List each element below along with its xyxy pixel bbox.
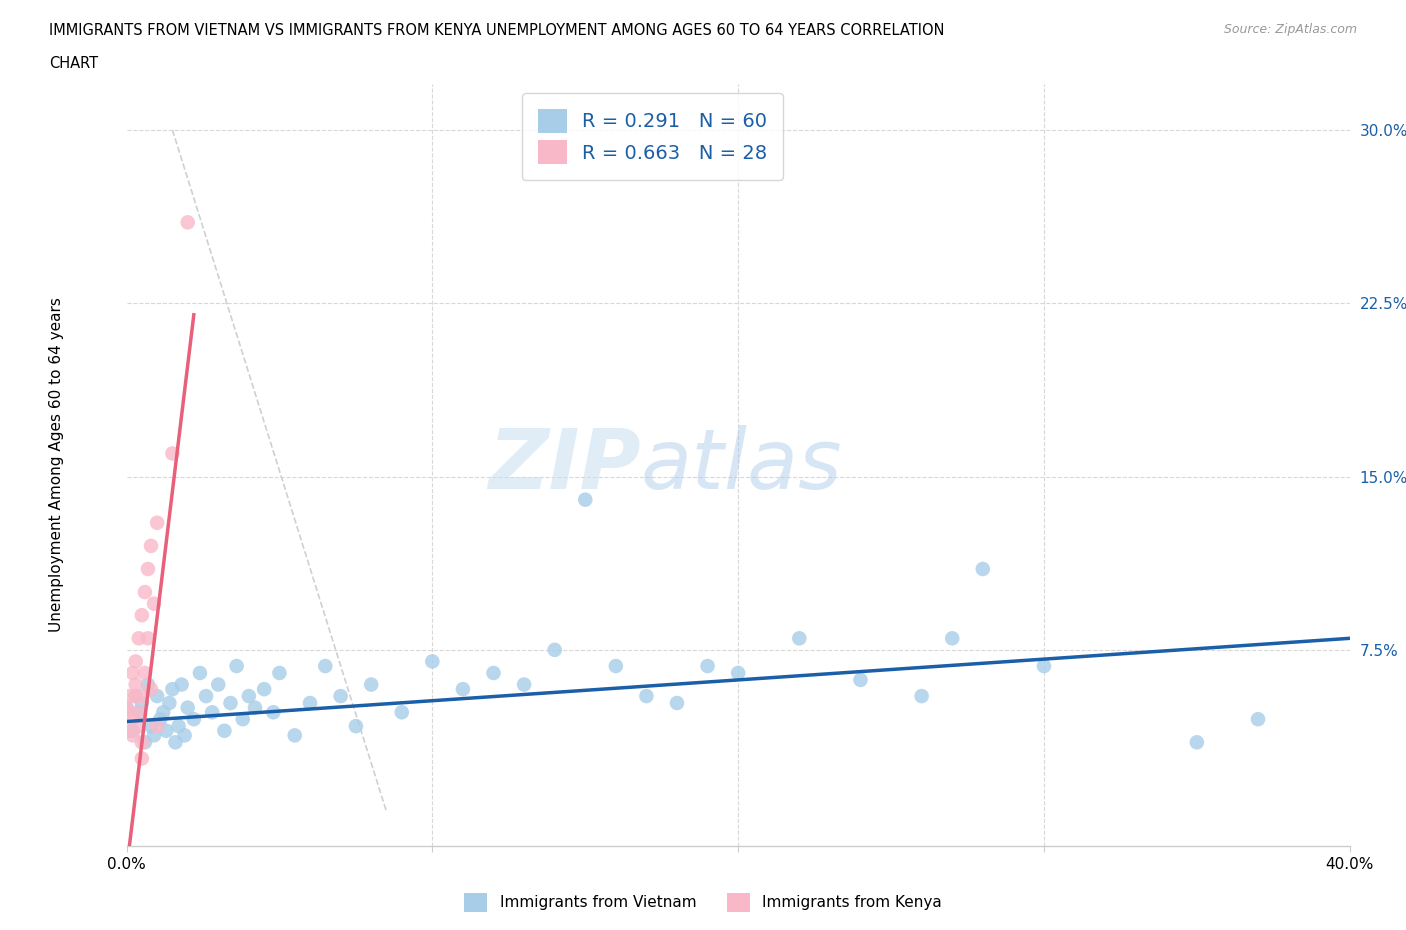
Point (131, 696, 153, 711)
Point (121, 711, 143, 726)
Point (162, 446, 184, 461)
Point (131, 751, 153, 766)
Point (136, 631, 159, 645)
Point (118, 688, 141, 703)
Point (134, 585, 156, 600)
Point (787, 631, 810, 645)
Point (543, 643, 565, 658)
Point (131, 735, 153, 750)
Point (131, 608, 153, 623)
Y-axis label: Unemployment Among Ages 60 to 64 years: Unemployment Among Ages 60 to 64 years (49, 298, 65, 632)
Point (128, 705, 150, 720)
Legend: Immigrants from Vietnam, Immigrants from Kenya: Immigrants from Vietnam, Immigrants from… (458, 887, 948, 918)
Point (360, 677, 382, 692)
Point (391, 705, 413, 720)
Point (605, 658, 627, 673)
Point (173, 728, 195, 743)
Point (177, 700, 200, 715)
Point (139, 538, 162, 553)
Point (696, 658, 718, 673)
Text: IMMIGRANTS FROM VIETNAM VS IMMIGRANTS FROM KENYA UNEMPLOYMENT AMONG AGES 60 TO 6: IMMIGRANTS FROM VIETNAM VS IMMIGRANTS FR… (49, 23, 945, 38)
Point (115, 700, 138, 715)
Point (284, 728, 307, 743)
Point (269, 666, 291, 681)
Point (195, 688, 218, 703)
Point (125, 688, 148, 703)
Point (207, 677, 229, 692)
Point (121, 666, 143, 681)
Point (214, 724, 236, 738)
Text: Source: ZipAtlas.com: Source: ZipAtlas.com (1223, 23, 1357, 36)
Point (1247, 711, 1270, 726)
Point (636, 688, 658, 703)
Point (941, 631, 963, 645)
Point (225, 658, 247, 673)
Point (121, 724, 143, 738)
Point (162, 682, 184, 697)
Point (183, 711, 205, 726)
Point (155, 724, 177, 738)
Point (128, 719, 150, 734)
Point (482, 666, 505, 681)
Point (143, 596, 166, 611)
Point (243, 700, 266, 715)
Point (513, 677, 536, 692)
Point (727, 666, 749, 681)
Point (125, 654, 148, 669)
Legend: R = 0.291   N = 60, R = 0.663   N = 28: R = 0.291 N = 60, R = 0.663 N = 28 (522, 93, 783, 179)
Point (972, 562, 994, 577)
Point (136, 562, 159, 577)
Point (146, 688, 169, 703)
Point (115, 700, 138, 715)
Point (422, 654, 444, 669)
Point (170, 677, 193, 692)
Point (201, 705, 224, 720)
Point (329, 688, 352, 703)
Point (911, 688, 934, 703)
Point (134, 666, 156, 681)
Point (219, 696, 242, 711)
Point (139, 682, 162, 697)
Point (574, 492, 596, 507)
Point (128, 705, 150, 720)
Point (1033, 658, 1056, 673)
Point (232, 711, 254, 726)
Point (115, 705, 138, 720)
Point (131, 688, 153, 703)
Point (149, 711, 172, 726)
Point (139, 719, 162, 734)
Point (849, 672, 872, 687)
Point (253, 682, 276, 697)
Point (167, 719, 190, 734)
Point (188, 666, 211, 681)
Point (125, 677, 148, 692)
Point (134, 735, 156, 750)
Text: ZIP: ZIP (488, 424, 640, 506)
Text: CHART: CHART (49, 56, 98, 71)
Point (146, 515, 169, 530)
Point (1185, 735, 1208, 750)
Text: atlas: atlas (640, 424, 842, 506)
Point (143, 728, 166, 743)
Point (666, 696, 689, 711)
Point (344, 719, 367, 734)
Point (451, 682, 474, 697)
Point (165, 735, 187, 750)
Point (125, 688, 148, 703)
Point (157, 696, 180, 711)
Point (118, 724, 141, 738)
Point (152, 705, 174, 720)
Point (262, 705, 284, 720)
Point (314, 658, 336, 673)
Point (136, 677, 159, 692)
Point (128, 631, 150, 645)
Point (177, 215, 200, 230)
Point (238, 688, 260, 703)
Point (121, 728, 143, 743)
Point (146, 719, 169, 734)
Point (299, 696, 322, 711)
